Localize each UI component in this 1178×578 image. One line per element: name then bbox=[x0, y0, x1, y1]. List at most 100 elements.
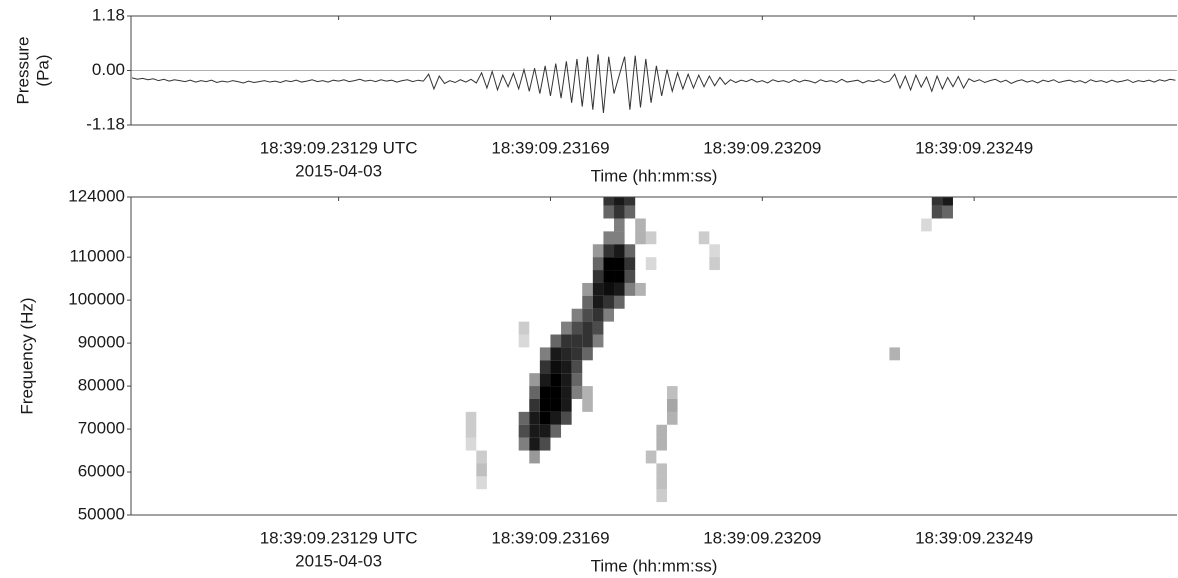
spectrogram-cell bbox=[582, 347, 593, 361]
spectrogram-cell bbox=[614, 244, 625, 258]
spectrogram-cell bbox=[529, 450, 540, 464]
spectrogram-cell bbox=[942, 197, 953, 206]
x-tick-label: 18:39:09.23129 UTC bbox=[260, 528, 418, 547]
spectrogram-cell bbox=[666, 411, 678, 425]
spectrogram-cell bbox=[529, 398, 540, 412]
spectrogram-cell bbox=[550, 411, 562, 425]
spectrogram-cell bbox=[518, 424, 530, 438]
spectrogram-cell bbox=[666, 398, 678, 412]
spectrogram-cell bbox=[539, 360, 551, 374]
spectrogram-cell bbox=[624, 270, 636, 283]
y-tick-label: 50000 bbox=[78, 504, 125, 523]
spectrogram-cell bbox=[698, 231, 710, 245]
x-tick-label: 18:39:09.23249 bbox=[915, 138, 1033, 157]
spectrogram-cell bbox=[592, 270, 604, 283]
x-axis-label: Time (hh:mm:ss) bbox=[591, 556, 718, 575]
spectrogram-cell bbox=[592, 295, 604, 309]
spectrogram-cell bbox=[550, 424, 562, 438]
spectrogram-cell bbox=[603, 295, 615, 309]
spectrogram-cell bbox=[614, 257, 625, 271]
spectrogram-cell bbox=[582, 334, 593, 348]
spectrogram-cell bbox=[539, 398, 551, 412]
spectrogram-cell bbox=[518, 334, 530, 348]
spectrogram-cell bbox=[635, 231, 646, 245]
spectrogram-cell bbox=[624, 197, 636, 206]
spectrogram-cell bbox=[656, 437, 667, 451]
spectrogram-cell bbox=[571, 347, 583, 361]
spectrogram-cell bbox=[539, 424, 551, 438]
spectrogram-cell bbox=[582, 282, 593, 296]
spectrogram-cell bbox=[529, 424, 540, 438]
spectrogram-cell bbox=[561, 334, 572, 348]
spectrogram-cell bbox=[656, 476, 667, 490]
spectrogram-cell bbox=[571, 360, 583, 374]
y-axis-label: (Pa) bbox=[33, 54, 52, 86]
spectrogram-cell bbox=[518, 321, 530, 335]
spectrogram-cell bbox=[603, 282, 615, 296]
spectrogram-cell bbox=[603, 197, 615, 206]
spectrogram-cell bbox=[709, 257, 720, 271]
spectrogram-cell bbox=[624, 205, 636, 219]
spectrogram-cell bbox=[561, 321, 572, 335]
spectrogram-cell bbox=[571, 334, 583, 348]
spectrogram-cell bbox=[561, 360, 572, 374]
spectrogram-cell bbox=[561, 411, 572, 425]
spectrogram-cell bbox=[561, 347, 572, 361]
spectrogram-cell bbox=[931, 197, 943, 206]
spectrogram-cell bbox=[476, 463, 487, 477]
spectrogram-cell bbox=[614, 231, 625, 245]
spectrogram-cell bbox=[539, 373, 551, 387]
y-axis-label: Frequency (Hz) bbox=[17, 297, 36, 414]
spectrogram-cell bbox=[603, 308, 615, 322]
y-tick-label: 90000 bbox=[78, 333, 125, 352]
x-axis-label: Time (hh:mm:ss) bbox=[591, 166, 718, 185]
spectrogram-cell bbox=[571, 321, 583, 335]
y-tick-label: 124000 bbox=[68, 186, 125, 205]
spectrogram-cell bbox=[635, 282, 646, 296]
spectrogram-cell bbox=[624, 282, 636, 296]
spectrogram-cell bbox=[550, 398, 562, 412]
spectrogram-cell bbox=[709, 244, 720, 258]
y-axis-label: Pressure bbox=[13, 36, 32, 104]
spectrogram-cell bbox=[656, 463, 667, 477]
date-label: 2015-04-03 bbox=[295, 161, 382, 180]
spectrogram-cell bbox=[921, 218, 932, 232]
spectrogram-cell bbox=[476, 476, 487, 490]
spectrogram-cell bbox=[656, 424, 667, 438]
spectrogram-cell bbox=[561, 398, 572, 412]
spectrogram-cell bbox=[529, 373, 540, 387]
spectrogram-cell bbox=[582, 295, 593, 309]
spectrogram-cell bbox=[529, 411, 540, 425]
spectrogram-cell bbox=[550, 360, 562, 374]
spectrogram-cell bbox=[603, 205, 615, 219]
spectrogram-cell bbox=[571, 373, 583, 387]
spectrogram-cell bbox=[592, 308, 604, 322]
spectrogram-cell bbox=[666, 386, 678, 399]
spectrogram-cell bbox=[539, 386, 551, 399]
y-tick-label: 1.18 bbox=[92, 5, 125, 24]
waveform-line bbox=[131, 54, 1176, 114]
spectrogram-cell bbox=[571, 386, 583, 399]
spectrogram-cell bbox=[465, 424, 477, 438]
y-tick-label: 100000 bbox=[68, 290, 125, 309]
x-tick-label: 18:39:09.23169 bbox=[491, 138, 609, 157]
spectrogram-cell bbox=[550, 386, 562, 399]
spectrogram-cell bbox=[656, 489, 667, 503]
axis-frame bbox=[130, 15, 1177, 126]
spectrogram-cell bbox=[529, 437, 540, 451]
y-tick-label: -1.18 bbox=[86, 114, 125, 133]
spectrogram-cell bbox=[645, 231, 657, 245]
spectrogram-cell bbox=[465, 437, 477, 451]
spectrogram-cell bbox=[561, 386, 572, 399]
spectrogram-cell bbox=[539, 437, 551, 451]
x-tick-label: 18:39:09.23129 UTC bbox=[260, 138, 418, 157]
spectrogram-cell bbox=[592, 257, 604, 271]
y-tick-label: 80000 bbox=[78, 376, 125, 395]
spectrogram-cell bbox=[614, 282, 625, 296]
y-tick-label: 70000 bbox=[78, 419, 125, 438]
spectrogram-cell bbox=[539, 347, 551, 361]
spectrogram-cell bbox=[603, 244, 615, 258]
spectrogram-cell bbox=[582, 398, 593, 412]
spectrogram-cell bbox=[592, 334, 604, 348]
